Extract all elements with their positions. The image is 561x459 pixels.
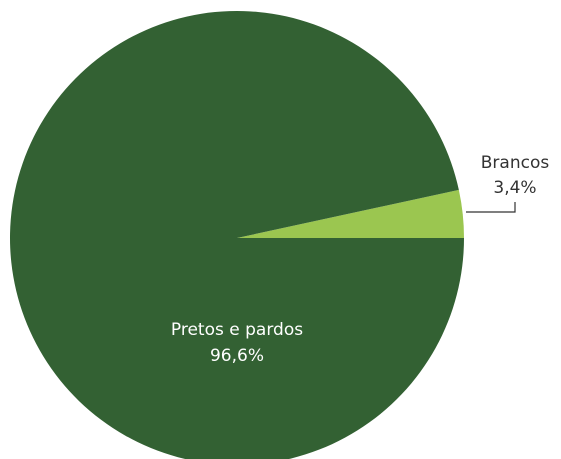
pie-slice-pretos-e-pardos: [10, 11, 464, 459]
leader-line-brancos: [466, 202, 516, 213]
pie-slices: [10, 11, 464, 459]
pie-slice-brancos: [237, 189, 464, 238]
slice-label-pretos-e-pardos: Pretos e pardos 96,6%: [171, 320, 303, 366]
slice-label-brancos: Brancos 3,4%: [466, 153, 550, 213]
slice-value-brancos: 3,4%: [493, 178, 536, 198]
slice-name-pretos-e-pardos: Pretos e pardos: [171, 320, 303, 340]
slice-value-pretos-e-pardos: 96,6%: [210, 346, 264, 366]
slice-name-brancos: Brancos: [481, 153, 550, 173]
